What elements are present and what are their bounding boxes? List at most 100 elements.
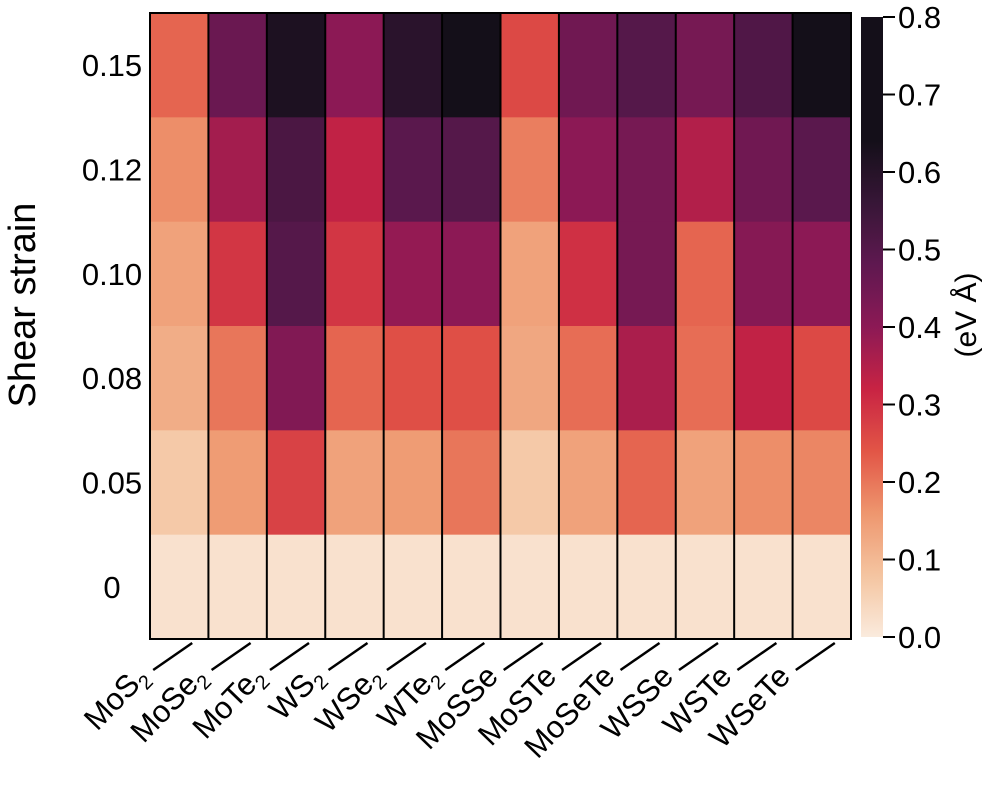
column-separators: [207, 13, 794, 639]
heatmap-cell: [558, 534, 618, 640]
colorbar-tick-label: 0.7: [898, 78, 941, 113]
heatmap-cell: [792, 117, 852, 223]
heatmap-cell: [500, 430, 560, 536]
heatmap-cell: [734, 117, 794, 223]
heatmap-cell: [266, 430, 326, 536]
heatmap-cell: [266, 117, 326, 223]
heatmap-cell: [442, 13, 502, 118]
heatmap-cell: [617, 117, 677, 223]
heatmap-cell: [150, 117, 210, 223]
heatmap-cell: [442, 430, 502, 536]
heatmap-cell: [617, 430, 677, 536]
heatmap-cell: [383, 326, 443, 431]
y-tick-label: 0.08: [82, 361, 142, 396]
heatmap-cell: [150, 221, 210, 327]
colorbar-tick-label: 0.0: [898, 620, 941, 655]
y-tick-label: 0.10: [82, 257, 142, 292]
heatmap-cell: [442, 117, 502, 223]
heatmap-cell: [792, 326, 852, 431]
heatmap-cell: [792, 534, 852, 640]
colorbar-gradient: [861, 17, 883, 637]
heatmap-cell: [734, 326, 794, 431]
heatmap-cell: [383, 534, 443, 640]
heatmap-cell: [325, 534, 385, 640]
heatmap-cell: [734, 430, 794, 536]
y-tick-label: 0.15: [82, 48, 142, 83]
heatmap-cell: [383, 221, 443, 327]
colorbar-tick-label: 0.2: [898, 465, 941, 500]
y-tick-labels: 0.15 0.12 0.10 0.08 0.05 0: [82, 48, 142, 605]
x-tick-mark: [795, 641, 836, 672]
heatmap-cell: [500, 534, 560, 640]
x-tick-mark: [736, 641, 778, 672]
y-tick-label: 0.12: [82, 153, 142, 188]
heatmap-cell: [792, 430, 852, 536]
x-tick-mark: [561, 641, 602, 672]
heatmap-cell: [266, 326, 326, 431]
heatmap-cell: [208, 430, 268, 536]
heatmap-cell: [675, 534, 735, 640]
heatmap-cell: [325, 221, 385, 327]
x-tick-mark: [210, 641, 252, 672]
heatmap-cell: [500, 117, 560, 223]
heatmap-cell: [617, 221, 677, 327]
colorbar-tick-label: 0.6: [898, 155, 941, 190]
heatmap-cell: [383, 13, 443, 118]
heatmap-cell: [150, 534, 210, 640]
heatmap-cell: [500, 13, 560, 118]
y-tick-label: 0.05: [82, 466, 142, 501]
heatmap-cell: [500, 221, 560, 327]
heatmap-cell: [383, 430, 443, 536]
heatmap-cell: [150, 13, 210, 118]
heatmap-cell: [734, 221, 794, 327]
colorbar-tick-label: 0.5: [898, 233, 941, 268]
heatmap-cell: [266, 221, 326, 327]
heatmap-cell: [325, 13, 385, 118]
x-tick-mark: [152, 641, 193, 672]
heatmap-cell: [558, 117, 618, 223]
heatmap-cell: [325, 117, 385, 223]
heatmap-cell: [442, 326, 502, 431]
heatmap-cell: [208, 534, 268, 640]
heatmap-cell: [208, 221, 268, 327]
heatmap-cell: [558, 221, 618, 327]
heatmap-cell: [266, 534, 326, 640]
y-tick-label: 0: [103, 570, 120, 605]
colorbar: 0.0 0.1 0.2 0.3 0.4 0.5 0.6 0.7 0.8: [861, 0, 941, 655]
heatmap-cell: [325, 430, 385, 536]
colorbar-tick-label: 0.8: [898, 0, 941, 35]
x-tick-labels: MoS2MoSe2MoTe2WS2WSe2WTe2MoSSeMoSTeMoSeT…: [77, 641, 836, 765]
heatmap-cell: [675, 117, 735, 223]
x-tick-mark: [269, 641, 310, 672]
heatmap-cell: [792, 13, 852, 118]
x-tick-mark: [502, 641, 544, 672]
heatmap-cell: [208, 326, 268, 431]
x-tick-label: WSe2: [308, 659, 391, 743]
heatmap-cell: [383, 117, 443, 223]
heatmap-cell: [325, 326, 385, 431]
heatmap-cell: [617, 13, 677, 118]
colorbar-tick-label: 0.1: [898, 543, 941, 578]
x-tick-mark: [678, 641, 719, 672]
heatmap-cell: [208, 117, 268, 223]
heatmap-cell: [558, 326, 618, 431]
colorbar-tick-label: 0.4: [898, 310, 941, 345]
heatmap-cell: [558, 13, 618, 118]
heatmap-cell: [500, 326, 560, 431]
x-tick-mark: [386, 641, 427, 672]
heatmap-cell: [617, 326, 677, 431]
colorbar-label: (eV Å): [950, 272, 983, 357]
heatmap-cell: [150, 430, 210, 536]
heatmap-cell: [734, 13, 794, 118]
heatmap-cell: [442, 221, 502, 327]
colorbar-tick-label: 0.3: [898, 388, 941, 423]
heatmap-cell: [792, 221, 852, 327]
heatmap-cell: [734, 534, 794, 640]
heatmap-cell: [558, 430, 618, 536]
plot-frame: [149, 12, 852, 640]
heatmap-cell: [675, 326, 735, 431]
heatmap-cell: [675, 13, 735, 118]
x-tick-mark: [444, 641, 486, 672]
heatmap-cell: [675, 221, 735, 327]
